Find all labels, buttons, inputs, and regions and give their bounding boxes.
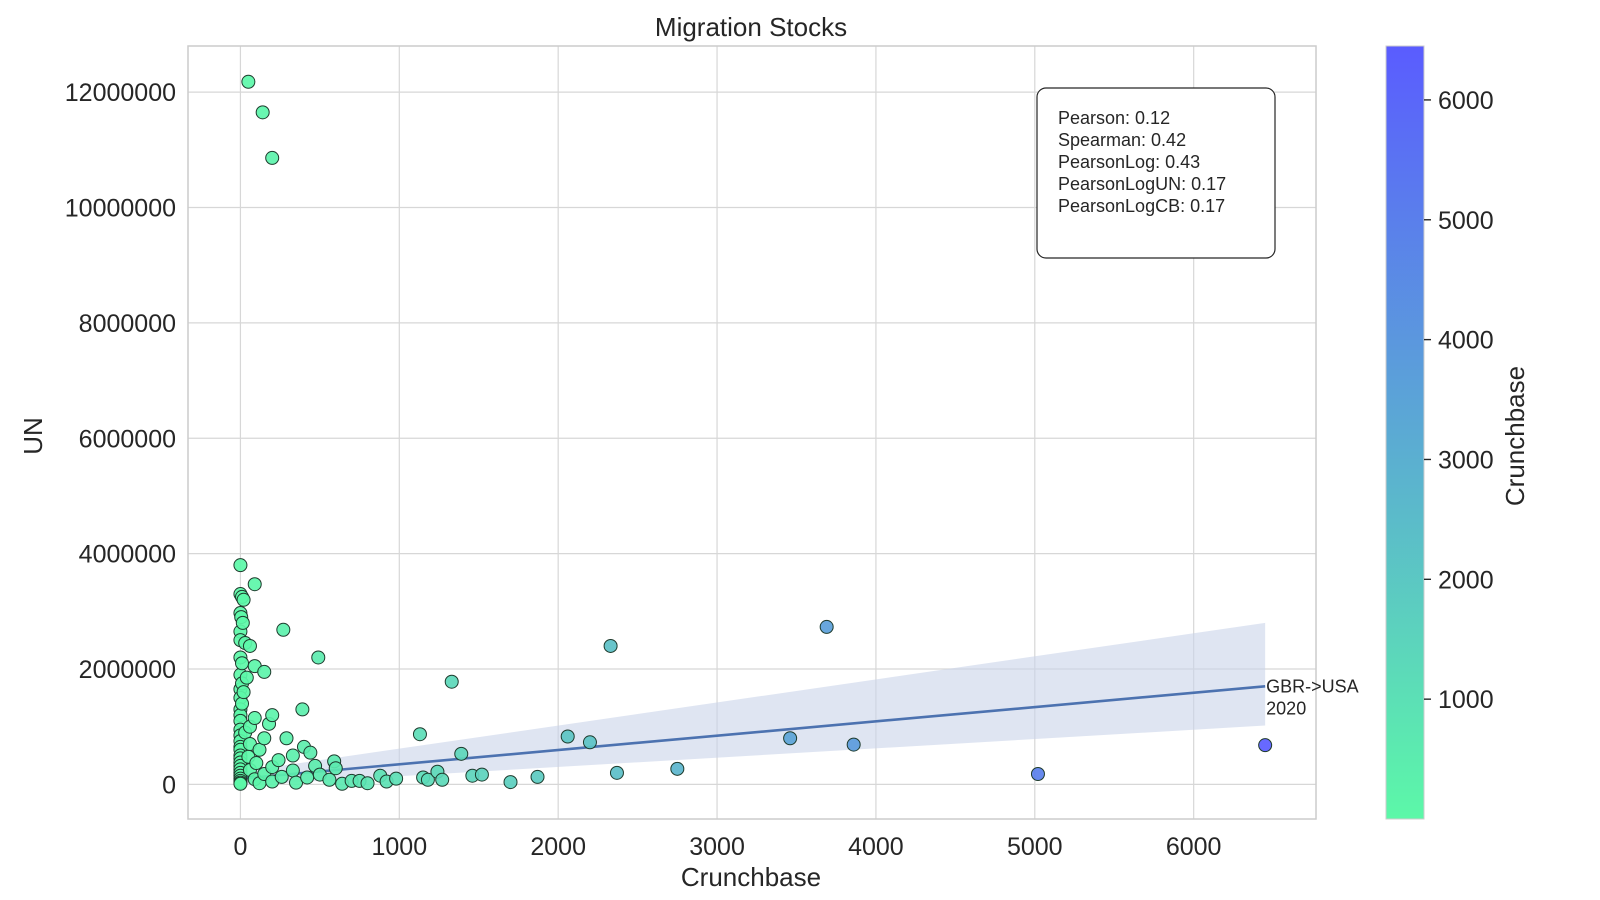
regression-line: [240, 685, 1266, 780]
data-point: [235, 656, 250, 671]
data-point: [285, 763, 300, 778]
y-tick-label: 0: [162, 771, 176, 799]
confidence-band-layer: [240, 622, 1266, 786]
data-point: [582, 735, 597, 750]
data-point: [609, 765, 624, 780]
data-point: [783, 731, 798, 746]
stat-spearman: Spearman: 0.42: [1058, 130, 1186, 150]
y-tick-label: 6000000: [79, 425, 176, 453]
stat-pearson-log: PearsonLog: 0.43: [1058, 152, 1200, 172]
gbr-usa-annotation: GBR->USA 2020: [1266, 676, 1359, 718]
y-tick-label: 8000000: [79, 310, 176, 338]
colorbar-tick-label: 4000: [1438, 327, 1494, 355]
data-point: [265, 150, 280, 165]
data-points: [233, 74, 1273, 791]
data-point: [819, 619, 834, 634]
y-tick-label: 2000000: [79, 656, 176, 684]
data-point: [233, 776, 248, 791]
data-point: [236, 592, 251, 607]
colorbar-tick-label: 1000: [1438, 686, 1494, 714]
data-point: [560, 729, 575, 744]
colorbar-tick-label: 3000: [1438, 446, 1494, 474]
data-point: [285, 748, 300, 763]
x-tick-label: 6000: [1166, 833, 1222, 861]
data-point: [249, 756, 264, 771]
data-point: [257, 664, 272, 679]
regression-line-layer: [240, 685, 1266, 780]
x-tick-label: 1000: [371, 833, 427, 861]
tick-labels: 0 1000 2000 3000 4000 5000 6000 0 2000000 4000000…: [65, 79, 1222, 861]
colorbar: 1000 2000 3000 4000 5000 6000 Crunchbase: [1385, 45, 1530, 820]
stat-pearson-log-cb: PearsonLogCB: 0.17: [1058, 196, 1225, 216]
data-point: [300, 770, 315, 785]
data-point: [311, 650, 326, 665]
data-point: [239, 670, 254, 685]
data-point: [279, 731, 294, 746]
plot-frame: [187, 45, 1317, 820]
data-point: [846, 737, 861, 752]
colorbar-gradient: [1385, 45, 1425, 820]
data-point: [328, 761, 343, 776]
colorbar-label: Crunchbase: [1500, 366, 1530, 506]
data-point: [603, 638, 618, 653]
data-point: [530, 769, 545, 784]
data-point: [295, 702, 310, 717]
data-point: [454, 746, 469, 761]
data-point: [235, 615, 250, 630]
data-point: [322, 772, 337, 787]
x-tick-label: 5000: [1007, 833, 1063, 861]
data-point: [241, 74, 256, 89]
x-tick-label: 4000: [848, 833, 904, 861]
stat-pearson: Pearson: 0.12: [1058, 108, 1170, 128]
y-tick-label: 12000000: [65, 79, 176, 107]
colorbar-ticks: 1000 2000 3000 4000 5000 6000: [1424, 87, 1494, 714]
data-point: [276, 622, 291, 637]
y-axis-label: UN: [18, 417, 48, 455]
correlation-stats-box: Pearson: 0.12 Spearman: 0.42 PearsonLog:…: [1036, 87, 1276, 259]
data-point: [412, 727, 427, 742]
data-point: [360, 776, 375, 791]
x-tick-label: 3000: [689, 833, 745, 861]
x-tick-label: 0: [233, 833, 247, 861]
colorbar-tick-label: 5000: [1438, 207, 1494, 235]
x-tick-label: 2000: [530, 833, 586, 861]
colorbar-tick-label: 6000: [1438, 87, 1494, 115]
annotation-line-year: 2020: [1266, 698, 1306, 718]
y-tick-label: 10000000: [65, 195, 176, 223]
data-point: [503, 775, 518, 790]
data-point: [257, 731, 272, 746]
data-point: [444, 674, 459, 689]
y-tick-label: 4000000: [79, 541, 176, 569]
data-point: [265, 708, 280, 723]
stat-pearson-log-un: PearsonLogUN: 0.17: [1058, 174, 1226, 194]
x-axis-label: Crunchbase: [681, 862, 821, 892]
data-point: [420, 772, 435, 787]
data-point: [670, 761, 685, 776]
data-point: [247, 711, 262, 726]
stats-box-frame: [1036, 87, 1276, 259]
annotation-line-route: GBR->USA: [1266, 676, 1359, 696]
data-point: [242, 638, 257, 653]
data-point: [389, 771, 404, 786]
colorbar-tick-label: 2000: [1438, 566, 1494, 594]
data-point: [1258, 738, 1273, 753]
confidence-band: [240, 622, 1266, 786]
data-point: [236, 685, 251, 700]
data-point: [274, 769, 289, 784]
data-point: [271, 753, 286, 768]
data-point: [255, 105, 270, 120]
data-point: [303, 745, 318, 760]
data-point: [247, 577, 262, 592]
chart-title: Migration Stocks: [655, 12, 847, 42]
data-point: [435, 772, 450, 787]
data-point: [235, 696, 250, 711]
data-point: [474, 767, 489, 782]
data-point: [233, 558, 248, 573]
data-point: [1030, 767, 1045, 782]
